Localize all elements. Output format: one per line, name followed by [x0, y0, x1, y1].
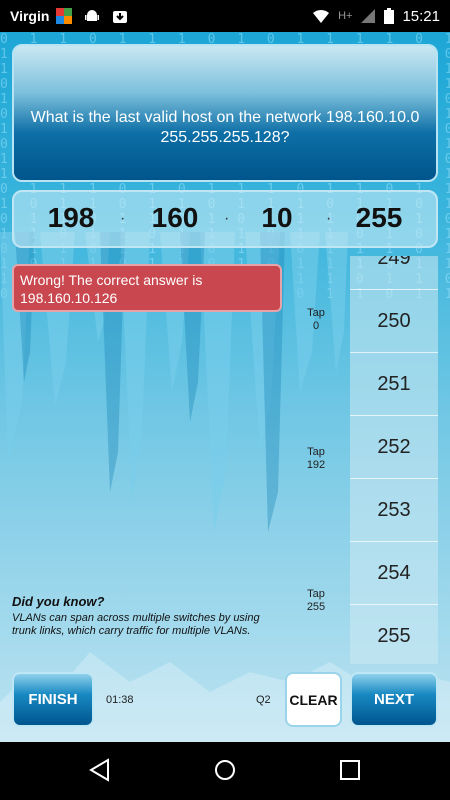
tap-255-shortcut[interactable]: Tap 255 [296, 588, 336, 614]
tap-0-shortcut[interactable]: Tap 0 [296, 307, 336, 333]
picker-item[interactable]: 254 [350, 541, 438, 604]
octet-4[interactable]: 255 [355, 202, 403, 233]
picker-item[interactable]: 249 [350, 256, 438, 289]
octet-separator: · [224, 210, 230, 227]
did-you-know: Did you know? VLANs can span across mult… [12, 594, 282, 638]
app-area: 0 1 1 0 1 1 1 0 1 0 1 1 1 1 0 1 1 1 0 1 … [0, 32, 450, 742]
wifi-icon [313, 9, 330, 23]
signal-icon [361, 9, 376, 23]
tap-value: 255 [306, 601, 326, 613]
status-bar: Virgin H+ 15:21 [0, 0, 450, 32]
back-icon[interactable] [88, 758, 112, 782]
navigation-bar [0, 742, 450, 800]
picker-item[interactable]: 253 [350, 478, 438, 541]
picker-item[interactable]: 250 [350, 289, 438, 352]
picker-item[interactable]: 251 [350, 352, 438, 415]
tap-value: 0 [312, 320, 320, 332]
ip-answer-bar: 198 · 160 · 10 · 255 [12, 190, 438, 248]
tap-192-shortcut[interactable]: Tap 192 [296, 446, 336, 472]
did-you-know-title: Did you know? [12, 594, 105, 609]
picker-item[interactable]: 255 [350, 604, 438, 664]
download-icon [113, 11, 128, 23]
tap-label: Tap [307, 588, 325, 600]
avast-icon [56, 8, 73, 24]
octet-separator: · [326, 210, 332, 227]
recents-icon[interactable] [338, 758, 362, 782]
octet-2[interactable]: 160 [151, 202, 199, 233]
feedback-wrong: Wrong! The correct answer is 198.160.10.… [12, 264, 282, 312]
tap-label: Tap [307, 446, 325, 458]
battery-icon [384, 8, 395, 24]
question-text: What is the last valid host on the netwo… [30, 109, 420, 146]
feedback-text: Wrong! The correct answer is 198.160.10.… [20, 272, 203, 306]
octet-3[interactable]: 10 [261, 202, 293, 233]
did-you-know-text: VLANs can span across multiple switches … [12, 612, 260, 637]
tap-label: Tap [307, 307, 325, 319]
timer: 01:38 [106, 694, 134, 706]
tap-value: 192 [306, 459, 326, 471]
clock: 15:21 [402, 7, 440, 25]
number-picker[interactable]: 249 250 251 252 253 254 255 [350, 256, 438, 664]
android-debug-icon [85, 10, 100, 21]
picker-item[interactable]: 252 [350, 415, 438, 478]
carrier-name: Virgin [10, 8, 50, 24]
question-panel: What is the last valid host on the netwo… [12, 44, 438, 182]
network-type: H+ [338, 10, 353, 22]
next-button[interactable]: NEXT [350, 672, 438, 727]
question-number: Q2 [256, 694, 271, 706]
octet-separator: · [120, 210, 126, 227]
octet-1[interactable]: 198 [47, 202, 95, 233]
clear-button[interactable]: CLEAR [285, 672, 342, 727]
home-icon[interactable] [213, 758, 237, 782]
finish-button[interactable]: FINISH [12, 672, 94, 727]
